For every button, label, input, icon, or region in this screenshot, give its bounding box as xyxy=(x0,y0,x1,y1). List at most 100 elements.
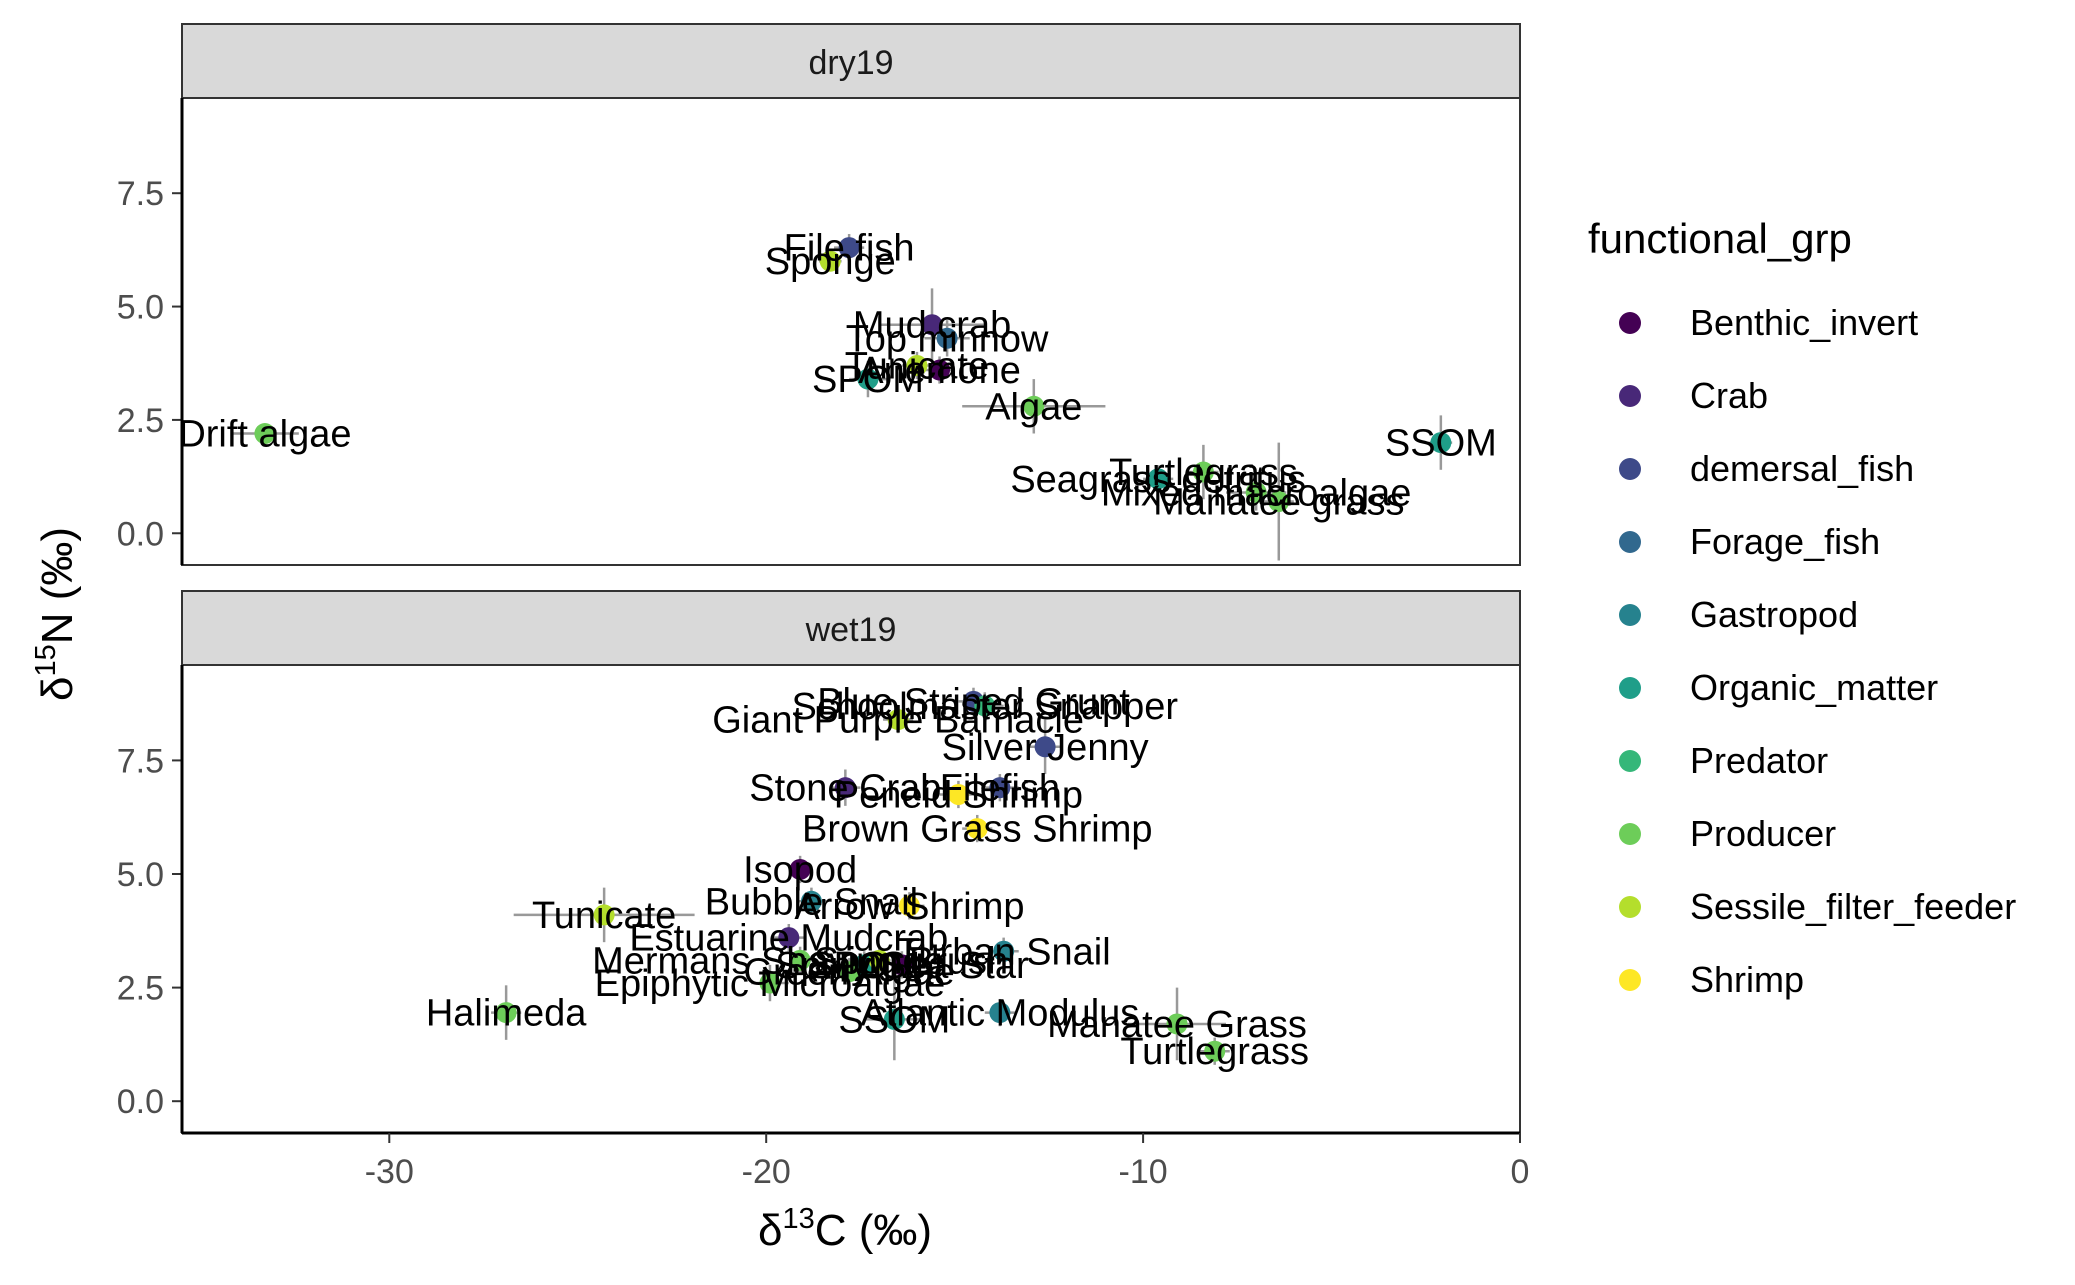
legend-label: Benthic_invert xyxy=(1690,302,1918,343)
data-point xyxy=(929,359,951,381)
point-label: Blue Striped Grunt xyxy=(817,681,1130,723)
point-label: File fish xyxy=(784,228,915,270)
data-point xyxy=(936,327,958,349)
legend-item: Producer xyxy=(1619,813,1836,854)
legend-swatch xyxy=(1619,750,1641,772)
y-tick-label: 7.5 xyxy=(117,742,164,780)
data-point xyxy=(883,1008,905,1030)
point-label: SPOM xyxy=(812,359,924,401)
point-label: Tunicate xyxy=(845,346,989,388)
y-tick-label: 5.0 xyxy=(117,289,164,327)
x-tick-label: -30 xyxy=(365,1153,414,1191)
legend-label: Sessile_filter_feeder xyxy=(1690,886,2016,927)
legend-swatch xyxy=(1619,677,1641,699)
data-point xyxy=(819,250,841,272)
y-axis-label: δ15N (‰) xyxy=(30,527,82,701)
x-tick-label: -10 xyxy=(1119,1153,1168,1191)
x-axis-label: δ13C (‰) xyxy=(758,1203,932,1255)
data-point xyxy=(838,961,860,983)
y-axis-label-suffix: N (‰) xyxy=(33,527,82,644)
facet-strip xyxy=(181,590,1521,666)
point-label: Tunicate xyxy=(532,895,676,937)
point-label: Halimeda xyxy=(426,993,587,1035)
legend-label: Gastropod xyxy=(1690,594,1858,635)
data-point xyxy=(834,777,856,799)
point-label: Turban Snail xyxy=(897,931,1111,973)
legend-item: Forage_fish xyxy=(1619,521,1880,562)
y-tick-label: 2.5 xyxy=(117,970,164,1008)
legend-title: functional_grp xyxy=(1588,215,1852,262)
data-point xyxy=(891,954,913,976)
data-point xyxy=(989,1002,1011,1024)
legend-item: Shrimp xyxy=(1619,959,1804,1000)
legend-label: Predator xyxy=(1690,740,1828,781)
point-label: Seagrass detritus xyxy=(1010,459,1306,501)
legend-item: demersal_fish xyxy=(1619,448,1914,489)
data-point xyxy=(906,355,928,377)
point-label: Mixed macroalgae xyxy=(1101,472,1411,514)
y-tick-label: 0.0 xyxy=(117,515,164,553)
legend-label: Shrimp xyxy=(1690,959,1804,1000)
point-label: Silver Jenny xyxy=(942,727,1149,769)
data-point xyxy=(921,314,943,336)
data-point xyxy=(1147,468,1169,490)
legend-swatch xyxy=(1619,969,1641,991)
point-label: Top minnow xyxy=(846,318,1049,360)
data-point xyxy=(800,890,822,912)
data-point xyxy=(1245,481,1267,503)
point-label: Sponge xyxy=(814,940,945,982)
data-point xyxy=(1023,395,1045,417)
x-axis-label-suffix: C (‰) xyxy=(815,1206,932,1255)
legend-item: Gastropod xyxy=(1619,594,1858,635)
point-label: SPOM xyxy=(808,945,920,987)
data-points xyxy=(254,237,1452,513)
data-point xyxy=(789,949,811,971)
panel-background xyxy=(182,98,1520,565)
point-label: Bubble Snail xyxy=(705,881,918,923)
legend-item: Sessile_filter_feeder xyxy=(1619,886,2016,927)
legend-label: Crab xyxy=(1690,375,1768,416)
legend-swatch xyxy=(1619,458,1641,480)
point-label: Sponge xyxy=(765,241,896,283)
legend-label: Forage_fish xyxy=(1690,521,1880,562)
data-point xyxy=(1034,736,1056,758)
data-point xyxy=(759,972,781,994)
data-point xyxy=(789,858,811,880)
y-axis-label-prefix: δ xyxy=(33,677,82,702)
point-label: Filefish xyxy=(940,768,1060,810)
point-label: Turtlegrass xyxy=(1109,452,1298,494)
point-label: SSOM xyxy=(838,999,950,1041)
point-label: Mermans Shaving Brush xyxy=(592,940,1008,982)
legend-items: Benthic_invert Crab demersal_fish Forage_fi… xyxy=(1619,302,2016,1000)
point-label: Manatee Grass xyxy=(1047,1004,1307,1046)
x-axis-label-superscript: 13 xyxy=(782,1203,814,1235)
point-label: Mud crab xyxy=(853,305,1011,347)
x-tick-label: 0 xyxy=(1511,1153,1530,1191)
panel-background xyxy=(182,665,1520,1133)
data-point xyxy=(1204,1040,1226,1062)
data-point xyxy=(1268,491,1290,513)
point-label: Peneid Shrimp xyxy=(834,774,1083,816)
data-point xyxy=(947,783,969,805)
point-label: Manatee grass xyxy=(1153,482,1404,524)
data-points xyxy=(495,690,1226,1062)
data-point xyxy=(1430,432,1452,454)
facet-strip xyxy=(181,23,1521,99)
legend-label: Organic_matter xyxy=(1690,667,1938,708)
point-label: Schoolmaster Snapper xyxy=(792,686,1179,728)
point-label: Algae xyxy=(985,386,1082,428)
legend-swatch xyxy=(1619,531,1641,553)
data-point xyxy=(993,940,1015,962)
point-label: Brown Grass Shrimp xyxy=(802,809,1153,851)
y-axis-label-superscript: 15 xyxy=(30,644,62,676)
legend-item: Crab xyxy=(1619,375,1768,416)
point-label: Drift algae xyxy=(178,414,351,456)
point-label: Giant Purple Barnacle xyxy=(712,700,1084,742)
legend-label: Producer xyxy=(1690,813,1836,854)
legend-swatch xyxy=(1619,312,1641,334)
panel-wet19: wet19 0.0 2.5 5.0 7.5 Blue Striped GruntSchoo… xyxy=(117,590,1521,1134)
